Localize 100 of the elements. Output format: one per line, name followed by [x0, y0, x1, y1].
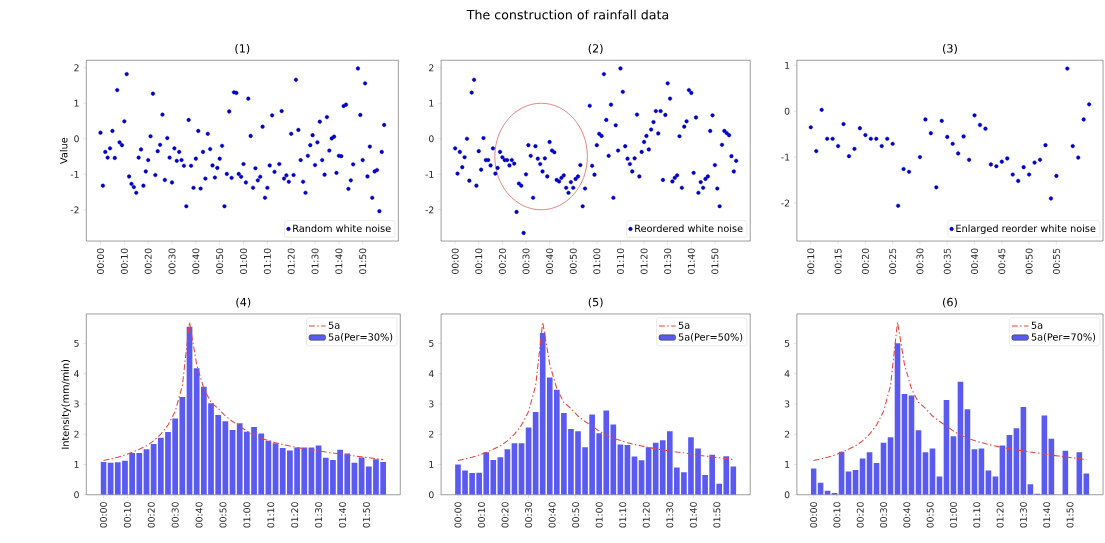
y-tick-label: 2	[429, 430, 434, 438]
y-tick-label: -1	[781, 153, 790, 161]
point	[885, 136, 890, 141]
legend-label: 5a(Per=70%)	[1031, 332, 1096, 342]
point	[825, 136, 830, 141]
x-tick-label: 00:20	[861, 248, 869, 274]
x-tick-label: 01:30	[1019, 502, 1027, 528]
point	[1048, 196, 1053, 201]
point	[863, 132, 868, 137]
y-tick-label: -1	[425, 170, 434, 178]
x-tick-label: 01:00	[593, 248, 601, 274]
legend-label: Random white noise	[293, 224, 391, 232]
point	[906, 169, 912, 174]
point	[901, 166, 906, 171]
point	[1065, 66, 1070, 71]
x-tick-label: 00:50	[219, 502, 227, 528]
point	[950, 141, 955, 146]
chart-title: (2)	[588, 43, 603, 54]
point	[917, 154, 922, 159]
x-tick-label: 01:10	[263, 248, 271, 274]
x-tick-label: 00:20	[856, 502, 864, 528]
x-tick-label: 00:30	[522, 248, 530, 274]
point	[961, 134, 966, 139]
x-tick-label: 01:00	[243, 502, 251, 528]
point	[1087, 102, 1092, 107]
x-tick-label: 00:00	[810, 502, 818, 528]
y-tick-label: 1	[429, 99, 434, 107]
point	[879, 143, 884, 148]
point	[945, 134, 950, 139]
y-tick-label: 0	[429, 491, 434, 499]
x-tick-label: 01:50	[711, 248, 719, 274]
point	[841, 121, 846, 126]
x-tick-label: 00:30	[168, 248, 176, 274]
y-tick-label: 3	[784, 400, 790, 408]
x-tick-label: 00:00	[99, 502, 107, 528]
point	[939, 118, 944, 123]
x-tick-label: 00:45	[998, 248, 1006, 274]
y-tick-label: 0	[74, 491, 79, 499]
x-tick-label: 00:10	[123, 502, 131, 528]
y-tick-label: 2	[74, 430, 79, 438]
point	[868, 136, 873, 141]
x-tick-label: 01:40	[1043, 502, 1051, 528]
x-tick-label: 00:20	[144, 248, 152, 274]
y-tick-label: 1	[74, 460, 79, 468]
x-tick-label: 00:20	[498, 248, 506, 274]
y-tick-label: 5	[429, 339, 434, 347]
point	[928, 131, 933, 136]
x-tick-label: 01:50	[362, 502, 370, 528]
y-tick-label: 2	[429, 64, 434, 71]
point	[1005, 156, 1010, 161]
text: The construction of rainfall data	[466, 9, 669, 20]
x-tick-label: 00:00	[454, 502, 462, 528]
x-tick-label: 00:35	[943, 248, 951, 274]
chart-title: (6)	[943, 297, 957, 308]
point	[846, 153, 852, 159]
x-tick-label: 01:20	[640, 248, 648, 274]
x-tick-label: 00:40	[546, 248, 554, 274]
point	[994, 164, 999, 169]
x-tick-label: 01:20	[996, 502, 1004, 528]
x-tick-label: 01:40	[335, 248, 343, 274]
chart-title: (4)	[236, 297, 251, 308]
point	[972, 113, 977, 118]
x-tick-label: 01:20	[291, 502, 299, 528]
point	[1081, 117, 1086, 122]
x-tick-label: 01:30	[666, 502, 674, 528]
point	[808, 125, 813, 130]
point	[896, 203, 901, 208]
x-tick-label: 00:40	[195, 502, 203, 528]
legend-label: Reordered white noise	[635, 224, 743, 232]
x-tick-label: 01:30	[311, 248, 319, 274]
y-tick-label: 0	[429, 135, 434, 143]
x-tick-label: 01:50	[359, 248, 367, 274]
legend-label: 5a(Per=50%)	[678, 332, 743, 342]
x-tick-label: 00:55	[1052, 248, 1060, 274]
x-tick-label: 00:50	[569, 248, 577, 274]
y-tick-label: 1	[429, 460, 434, 468]
x-tick-label: 01:40	[339, 502, 346, 528]
chart-title: (3)	[943, 43, 957, 54]
x-tick-label: 00:10	[475, 248, 483, 274]
point	[1016, 178, 1021, 183]
y-tick-label: 4	[74, 370, 79, 377]
legend-label: Enlarged reorder white noise	[956, 224, 1096, 234]
x-tick-label: 00:20	[501, 502, 509, 528]
x-tick-label: 01:00	[949, 502, 957, 528]
x-tick-label: 01:20	[642, 502, 650, 528]
point	[1043, 142, 1048, 148]
legend-label: 5a(Per=30%)	[328, 332, 393, 342]
x-tick-label: 00:10	[833, 502, 841, 528]
x-tick-label: 01:40	[689, 502, 697, 528]
x-tick-label: 00:10	[807, 248, 815, 274]
x-tick-label: 00:00	[451, 248, 459, 274]
x-tick-label: 00:30	[171, 502, 179, 528]
y-tick-label: -2	[425, 206, 434, 214]
y-axis-title: Value	[59, 137, 68, 164]
x-tick-label: 00:30	[880, 502, 888, 528]
point	[890, 141, 895, 146]
point	[923, 117, 928, 122]
y-tick-label: 0	[784, 107, 790, 115]
x-tick-label: 00:20	[147, 502, 155, 528]
point	[857, 125, 862, 131]
